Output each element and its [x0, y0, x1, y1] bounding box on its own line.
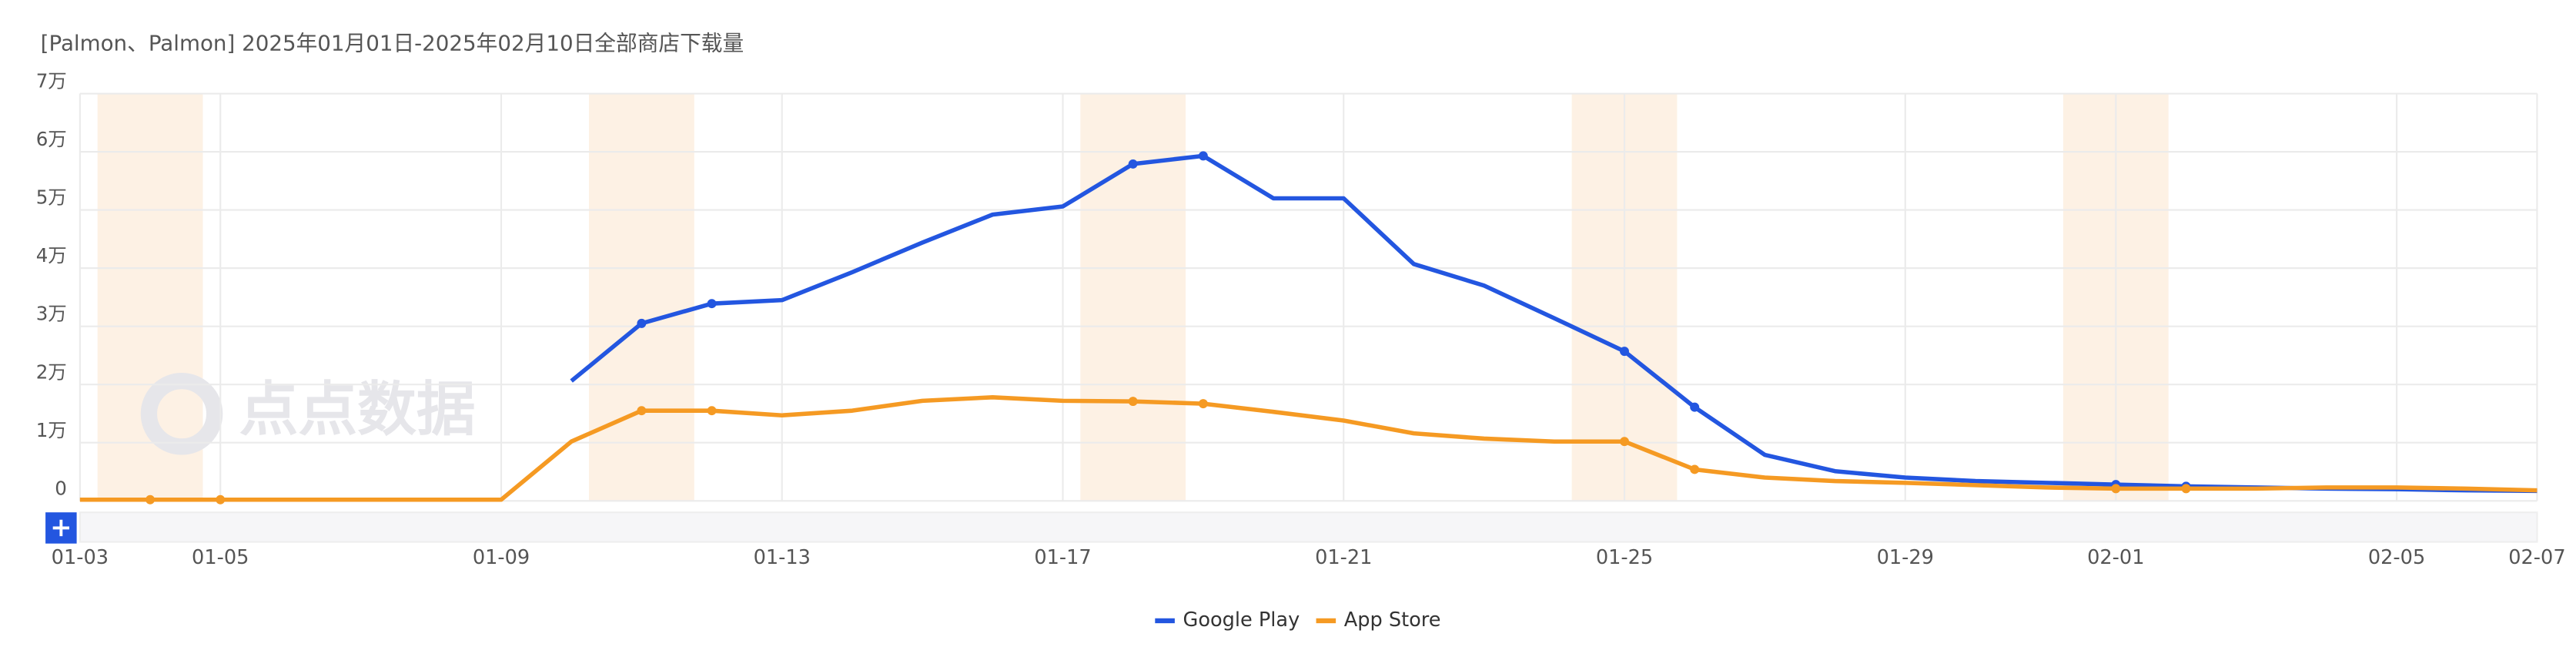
x-tick-label: 01-05 — [192, 546, 249, 569]
x-tick-label: 02-07 — [2508, 546, 2565, 569]
series-point — [2181, 484, 2191, 494]
series-point — [1198, 151, 1208, 161]
legend-label[interactable]: App Store — [1344, 608, 1441, 632]
y-tick-label: 6万 — [36, 128, 67, 150]
x-tick-label: 01-21 — [1315, 546, 1372, 569]
weekend-band — [588, 93, 694, 501]
legend-label[interactable]: Google Play — [1183, 608, 1300, 632]
series-point — [637, 318, 647, 328]
x-tick-label: 01-03 — [52, 546, 109, 569]
series-point — [216, 494, 226, 505]
x-tick-label: 02-01 — [2087, 546, 2144, 569]
series-point — [637, 406, 647, 416]
zoom-plus — [52, 519, 70, 537]
y-tick-label: 0 — [55, 477, 67, 499]
series-point — [146, 494, 156, 505]
y-tick-label: 1万 — [36, 419, 67, 441]
weekend-band — [1080, 93, 1186, 501]
series-line — [79, 395, 2538, 502]
zoom-slider — [79, 511, 2538, 543]
series-point — [1128, 397, 1138, 407]
series-point — [707, 406, 717, 416]
series-point — [1128, 159, 1138, 169]
series-point — [1690, 402, 1700, 412]
x-tick-label: 01-29 — [1877, 546, 1934, 569]
x-tick-label: 01-25 — [1596, 546, 1653, 569]
watermark: 点点数据 — [239, 376, 476, 444]
y-tick-label: 7万 — [36, 70, 67, 92]
chart-title: [Palmon、Palmon] 2025年01月01日-2025年02月10日全… — [41, 31, 744, 56]
x-tick-label: 01-13 — [754, 546, 811, 569]
y-tick-label: 3万 — [36, 303, 67, 325]
series-point — [1620, 437, 1629, 447]
x-tick-label: 01-09 — [473, 546, 530, 569]
y-tick-label: 5万 — [36, 186, 67, 209]
watermark-logo — [140, 372, 223, 455]
series-point — [1620, 347, 1629, 357]
series-point — [1198, 399, 1208, 409]
series-point — [1690, 464, 1700, 474]
series-point — [2111, 484, 2121, 494]
series-point — [707, 299, 717, 309]
x-tick-label: 01-17 — [1034, 546, 1091, 569]
y-tick-label: 4万 — [36, 244, 67, 267]
y-tick-label: 2万 — [36, 360, 67, 383]
x-tick-label: 02-05 — [2368, 546, 2425, 569]
